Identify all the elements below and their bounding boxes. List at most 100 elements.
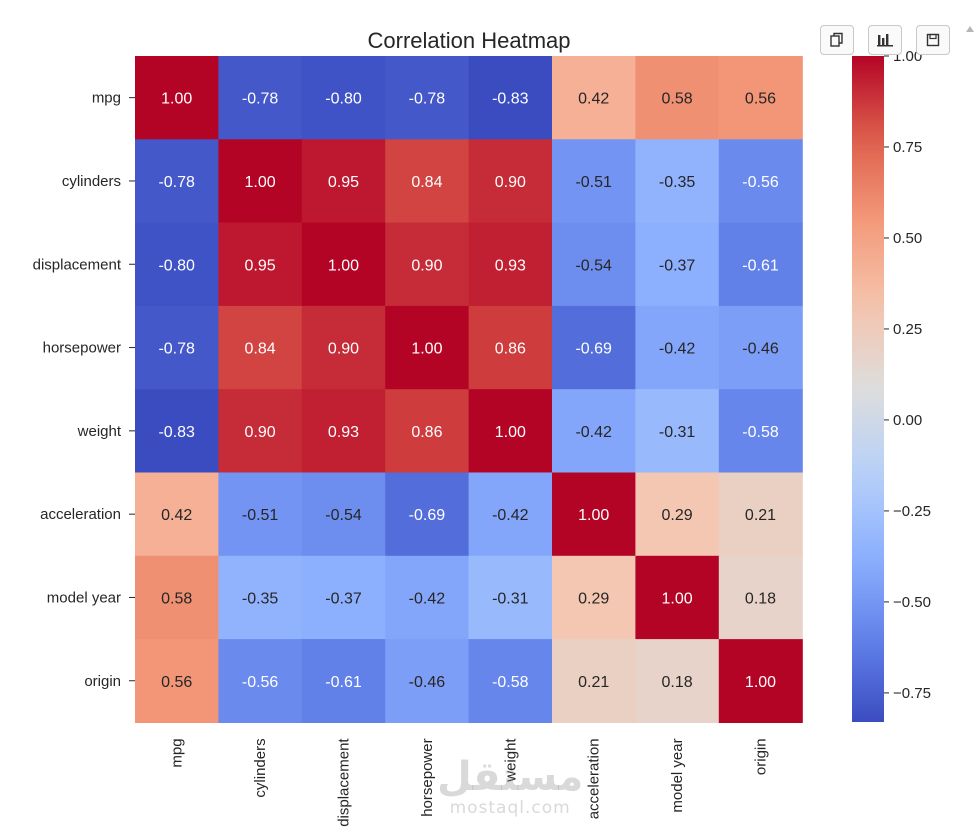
cell-value-label: -0.42: [492, 507, 529, 524]
cell-value-label: -0.35: [659, 174, 696, 191]
cell-value-label: 0.56: [161, 674, 192, 691]
x-tick-label: horsepower: [419, 738, 436, 816]
colorbar-tick-label: −0.50: [893, 594, 931, 611]
cell-value-label: -0.58: [492, 674, 529, 691]
heatmap-cell: [385, 639, 470, 723]
heatmap-cell: [718, 305, 803, 390]
copy-button[interactable]: [820, 25, 854, 55]
heatmap-cell: [552, 472, 636, 557]
heatmap-cell: [635, 305, 720, 390]
cell-value-label: -0.54: [575, 257, 612, 274]
cell-value-label: -0.80: [325, 91, 362, 108]
heatmap-cell: [718, 555, 803, 640]
y-tick-label: horsepower: [43, 340, 121, 357]
cell-value-label: -0.51: [242, 507, 279, 524]
heatmap-cell: [468, 639, 553, 723]
cell-value-label: -0.42: [659, 341, 696, 358]
heatmap-cell: [301, 305, 386, 390]
cell-value-label: 0.21: [578, 674, 609, 691]
cell-value-label: -0.56: [242, 674, 279, 691]
heatmap-cell: [468, 56, 553, 140]
colorbar-tick-label: 0.50: [893, 230, 922, 247]
cell-value-label: 0.84: [245, 341, 276, 358]
cell-value-label: -0.46: [409, 674, 446, 691]
cell-value-label: -0.56: [742, 174, 779, 191]
cell-value-label: -0.78: [409, 91, 446, 108]
cell-value-label: 0.58: [161, 590, 192, 607]
cell-value-label: 1.00: [745, 674, 776, 691]
cell-value-label: -0.31: [659, 424, 696, 441]
heatmap-cell: [301, 222, 386, 307]
cell-value-label: -0.78: [158, 174, 195, 191]
heatmap-cell: [218, 222, 303, 307]
cell-value-label: -0.61: [325, 674, 362, 691]
heatmap-cell: [218, 139, 303, 224]
cell-value-label: -0.37: [325, 590, 362, 607]
heatmap-cell: [718, 639, 803, 723]
heatmap-cell: [301, 139, 386, 224]
x-tick-label: origin: [753, 738, 770, 775]
x-tick-label: cylinders: [252, 738, 269, 797]
x-tick-label: weight: [502, 738, 519, 783]
cell-value-label: -0.69: [409, 507, 446, 524]
colorbar-tick-label: 0.00: [893, 412, 922, 429]
heatmap-cell: [385, 555, 470, 640]
cell-value-label: 0.93: [328, 424, 359, 441]
heatmap-cell: [135, 472, 219, 557]
heatmap-cell: [385, 389, 470, 474]
chart-button[interactable]: [868, 25, 902, 55]
heatmap-cell: [218, 555, 303, 640]
heatmap-cell: [468, 305, 553, 390]
heatmap-cell: [135, 222, 219, 307]
save-button[interactable]: [916, 25, 950, 55]
colorbar-tick-label: 0.75: [893, 139, 922, 156]
cell-value-label: 0.86: [411, 424, 442, 441]
heatmap-cell: [218, 56, 303, 140]
heatmap-cell: [218, 639, 303, 723]
scroll-up-arrow[interactable]: [966, 26, 974, 32]
heatmap-cell: [635, 472, 720, 557]
cell-value-label: -0.51: [575, 174, 612, 191]
heatmap-cell: [135, 639, 219, 723]
heatmap-cell: [135, 389, 219, 474]
y-tick-labels: mpg cylinders displacement horsepower weight…: [33, 90, 135, 690]
heatmap-cell: [385, 56, 470, 140]
cell-value-label: 0.29: [662, 507, 693, 524]
cell-value-label: -0.54: [325, 507, 362, 524]
cell-value-label: 0.42: [161, 507, 192, 524]
y-tick-label: mpg: [92, 90, 121, 107]
heatmap-cell: [718, 472, 803, 557]
cell-value-label: -0.46: [742, 341, 779, 358]
colorbar-tick-label: 0.25: [893, 321, 922, 338]
cell-value-label: 1.00: [578, 507, 609, 524]
cell-value-label: -0.42: [575, 424, 612, 441]
chart-toolbar: [820, 25, 950, 55]
cell-value-label: 0.21: [745, 507, 776, 524]
heatmap-cell: [301, 472, 386, 557]
y-tick-label: acceleration: [40, 506, 121, 523]
cell-value-label: 0.95: [245, 257, 276, 274]
heatmap-cell: [468, 472, 553, 557]
heatmap-cell: [552, 389, 636, 474]
heatmap-cell: [718, 222, 803, 307]
heatmap-cell: [552, 139, 636, 224]
cell-value-label: 0.18: [745, 590, 776, 607]
cell-value-label: -0.80: [158, 257, 195, 274]
cell-value-label: 0.93: [495, 257, 526, 274]
heatmap-cell: [552, 305, 636, 390]
cell-value-label: -0.83: [492, 91, 529, 108]
y-tick-label: weight: [77, 423, 122, 440]
heatmap-cell: [635, 56, 720, 140]
heatmap-cell: [135, 555, 219, 640]
cell-value-label: -0.37: [659, 257, 696, 274]
heatmap-cell: [718, 56, 803, 140]
cell-value-label: 1.00: [161, 91, 192, 108]
cell-value-label: -0.78: [242, 91, 279, 108]
y-tick-label: cylinders: [62, 173, 121, 190]
cell-value-label: 0.42: [578, 91, 609, 108]
cell-value-label: 0.18: [662, 674, 693, 691]
heatmap-cell: [718, 139, 803, 224]
x-tick-label: model year: [669, 738, 686, 812]
x-tick-label: mpg: [169, 738, 186, 767]
heatmap-cell: [218, 472, 303, 557]
